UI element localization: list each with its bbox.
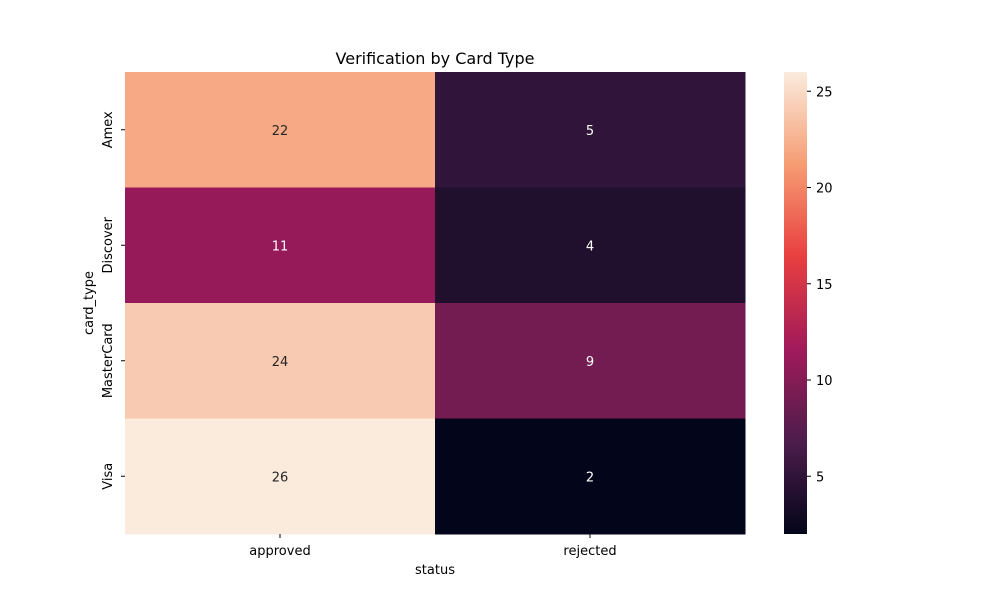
cell-value-label: 9 [586, 355, 594, 370]
x-axis-label: status [415, 563, 455, 578]
heatmap-cell [125, 187, 436, 304]
heatmap-cell [435, 418, 746, 535]
cell-value-label: 2 [586, 470, 594, 485]
colorbar-tick-label: 5 [816, 470, 824, 485]
colorbar-tick-label: 15 [816, 278, 833, 293]
y-tick-label: Amex [101, 111, 116, 148]
cell-value-label: 22 [272, 124, 289, 139]
y-axis: Amex Discover MasterCard Visa [101, 111, 125, 490]
heatmap-cell [125, 303, 436, 419]
cell-value-label: 5 [586, 124, 594, 139]
y-axis-label: card_type [82, 271, 97, 335]
x-axis: approved rejected [249, 534, 617, 559]
colorbar-tick-label: 25 [816, 85, 833, 100]
cell-value-label: 26 [272, 470, 289, 485]
y-tick-label: Visa [101, 463, 116, 490]
y-tick-label: MasterCard [101, 323, 116, 398]
cell-value-label: 4 [586, 239, 594, 254]
colorbar-gradient [784, 72, 807, 534]
heatmap-cell [435, 72, 746, 188]
x-tick-label: approved [249, 544, 310, 559]
heatmap-cell [435, 303, 746, 419]
cell-value-label: 11 [272, 239, 289, 254]
cell-value-label: 24 [272, 355, 289, 370]
x-tick-label: rejected [563, 544, 616, 559]
y-tick-label: Discover [101, 216, 116, 273]
heatmap-cells: 22 5 11 4 24 9 26 2 [125, 72, 746, 535]
colorbar-tick-label: 10 [816, 374, 833, 389]
heatmap-cell [435, 187, 746, 304]
colorbar: 5 10 15 20 25 [784, 72, 833, 534]
heatmap-cell [125, 72, 436, 188]
colorbar-tick-label: 20 [816, 182, 833, 197]
heatmap-cell [125, 418, 436, 535]
chart-title: Verification by Card Type [336, 49, 535, 68]
